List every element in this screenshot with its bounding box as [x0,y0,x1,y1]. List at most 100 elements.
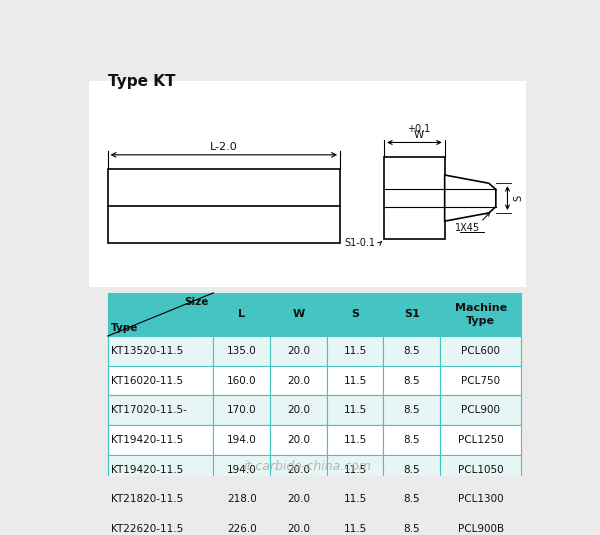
Text: S1: S1 [404,309,419,319]
Text: 160.0: 160.0 [227,376,257,386]
Text: W: W [414,131,424,140]
Bar [214,336,270,366]
Text: 135.0: 135.0 [227,346,257,356]
Bar [107,169,340,243]
Bar [440,395,521,425]
Bar [440,514,521,535]
Text: PCL1300: PCL1300 [458,494,503,504]
Bar [383,293,440,336]
Text: 8.5: 8.5 [403,405,420,415]
Bar [440,455,521,484]
Polygon shape [445,175,496,221]
Text: KT21820-11.5: KT21820-11.5 [111,494,184,504]
Bar [327,366,383,395]
Bar [214,293,270,336]
Text: 11.5: 11.5 [343,494,367,504]
Bar [440,336,521,366]
Bar [440,366,521,395]
Text: L-2.0: L-2.0 [210,142,238,151]
Text: S: S [351,309,359,319]
Bar [107,293,214,336]
Bar [107,484,214,514]
Text: PCL1250: PCL1250 [458,435,503,445]
Text: 194.0: 194.0 [227,435,257,445]
Bar [327,425,383,455]
Bar [383,484,440,514]
Text: 8.5: 8.5 [403,524,420,534]
Bar [327,484,383,514]
Text: PCL750: PCL750 [461,376,500,386]
Bar [107,425,214,455]
Bar [214,366,270,395]
Bar [270,366,327,395]
Text: 11.5: 11.5 [343,464,367,475]
Text: 8.5: 8.5 [403,346,420,356]
Bar [327,455,383,484]
Bar [327,293,383,336]
Bar [383,366,440,395]
Text: +0.1: +0.1 [407,124,431,134]
Text: Size: Size [184,297,209,307]
Bar [327,336,383,366]
Text: PCL1050: PCL1050 [458,464,503,475]
Bar [107,366,214,395]
Text: 20.0: 20.0 [287,346,310,356]
Bar [89,81,526,287]
Text: 8.5: 8.5 [403,494,420,504]
Text: 11.5: 11.5 [343,346,367,356]
Text: 8.5: 8.5 [403,435,420,445]
Text: 11.5: 11.5 [343,376,367,386]
Bar [383,336,440,366]
Text: Type: Type [111,323,138,333]
Bar [327,395,383,425]
Text: KT16020-11.5: KT16020-11.5 [111,376,184,386]
Bar [107,455,214,484]
Text: 8.5: 8.5 [403,464,420,475]
Text: PCL900: PCL900 [461,405,500,415]
Text: KT19420-11.5: KT19420-11.5 [111,464,184,475]
Text: KT13520-11.5: KT13520-11.5 [111,346,184,356]
Text: 20.0: 20.0 [287,464,310,475]
Bar [270,336,327,366]
Bar [214,395,270,425]
Bar [270,455,327,484]
Text: 8.5: 8.5 [403,376,420,386]
Text: Type KT: Type KT [107,74,175,89]
Bar [440,293,521,336]
Text: 20.0: 20.0 [287,494,310,504]
Bar [107,395,214,425]
Bar [214,425,270,455]
Bar [383,455,440,484]
Text: S1-0.1: S1-0.1 [345,239,376,248]
Text: PCL900B: PCL900B [458,524,504,534]
Text: 20.0: 20.0 [287,524,310,534]
Bar [214,484,270,514]
Bar [270,484,327,514]
Bar [270,293,327,336]
Text: W: W [292,309,305,319]
Text: 218.0: 218.0 [227,494,257,504]
Bar [107,514,214,535]
Text: 11.5: 11.5 [343,405,367,415]
Text: 11.5: 11.5 [343,524,367,534]
Text: 1X45: 1X45 [455,224,480,233]
Text: 226.0: 226.0 [227,524,257,534]
Text: KT22620-11.5: KT22620-11.5 [111,524,184,534]
Text: it.carbide-china.com: it.carbide-china.com [244,460,371,473]
Bar [440,425,521,455]
Bar [270,395,327,425]
Bar [383,514,440,535]
Text: PCL600: PCL600 [461,346,500,356]
Bar [384,157,445,239]
Bar [270,425,327,455]
Text: 20.0: 20.0 [287,376,310,386]
Bar [270,514,327,535]
Bar [214,455,270,484]
Bar [214,514,270,535]
Bar [383,425,440,455]
Text: Machine
Type: Machine Type [455,303,507,326]
Bar [383,395,440,425]
Text: KT17020-11.5-: KT17020-11.5- [111,405,187,415]
Text: 20.0: 20.0 [287,435,310,445]
Bar [440,484,521,514]
